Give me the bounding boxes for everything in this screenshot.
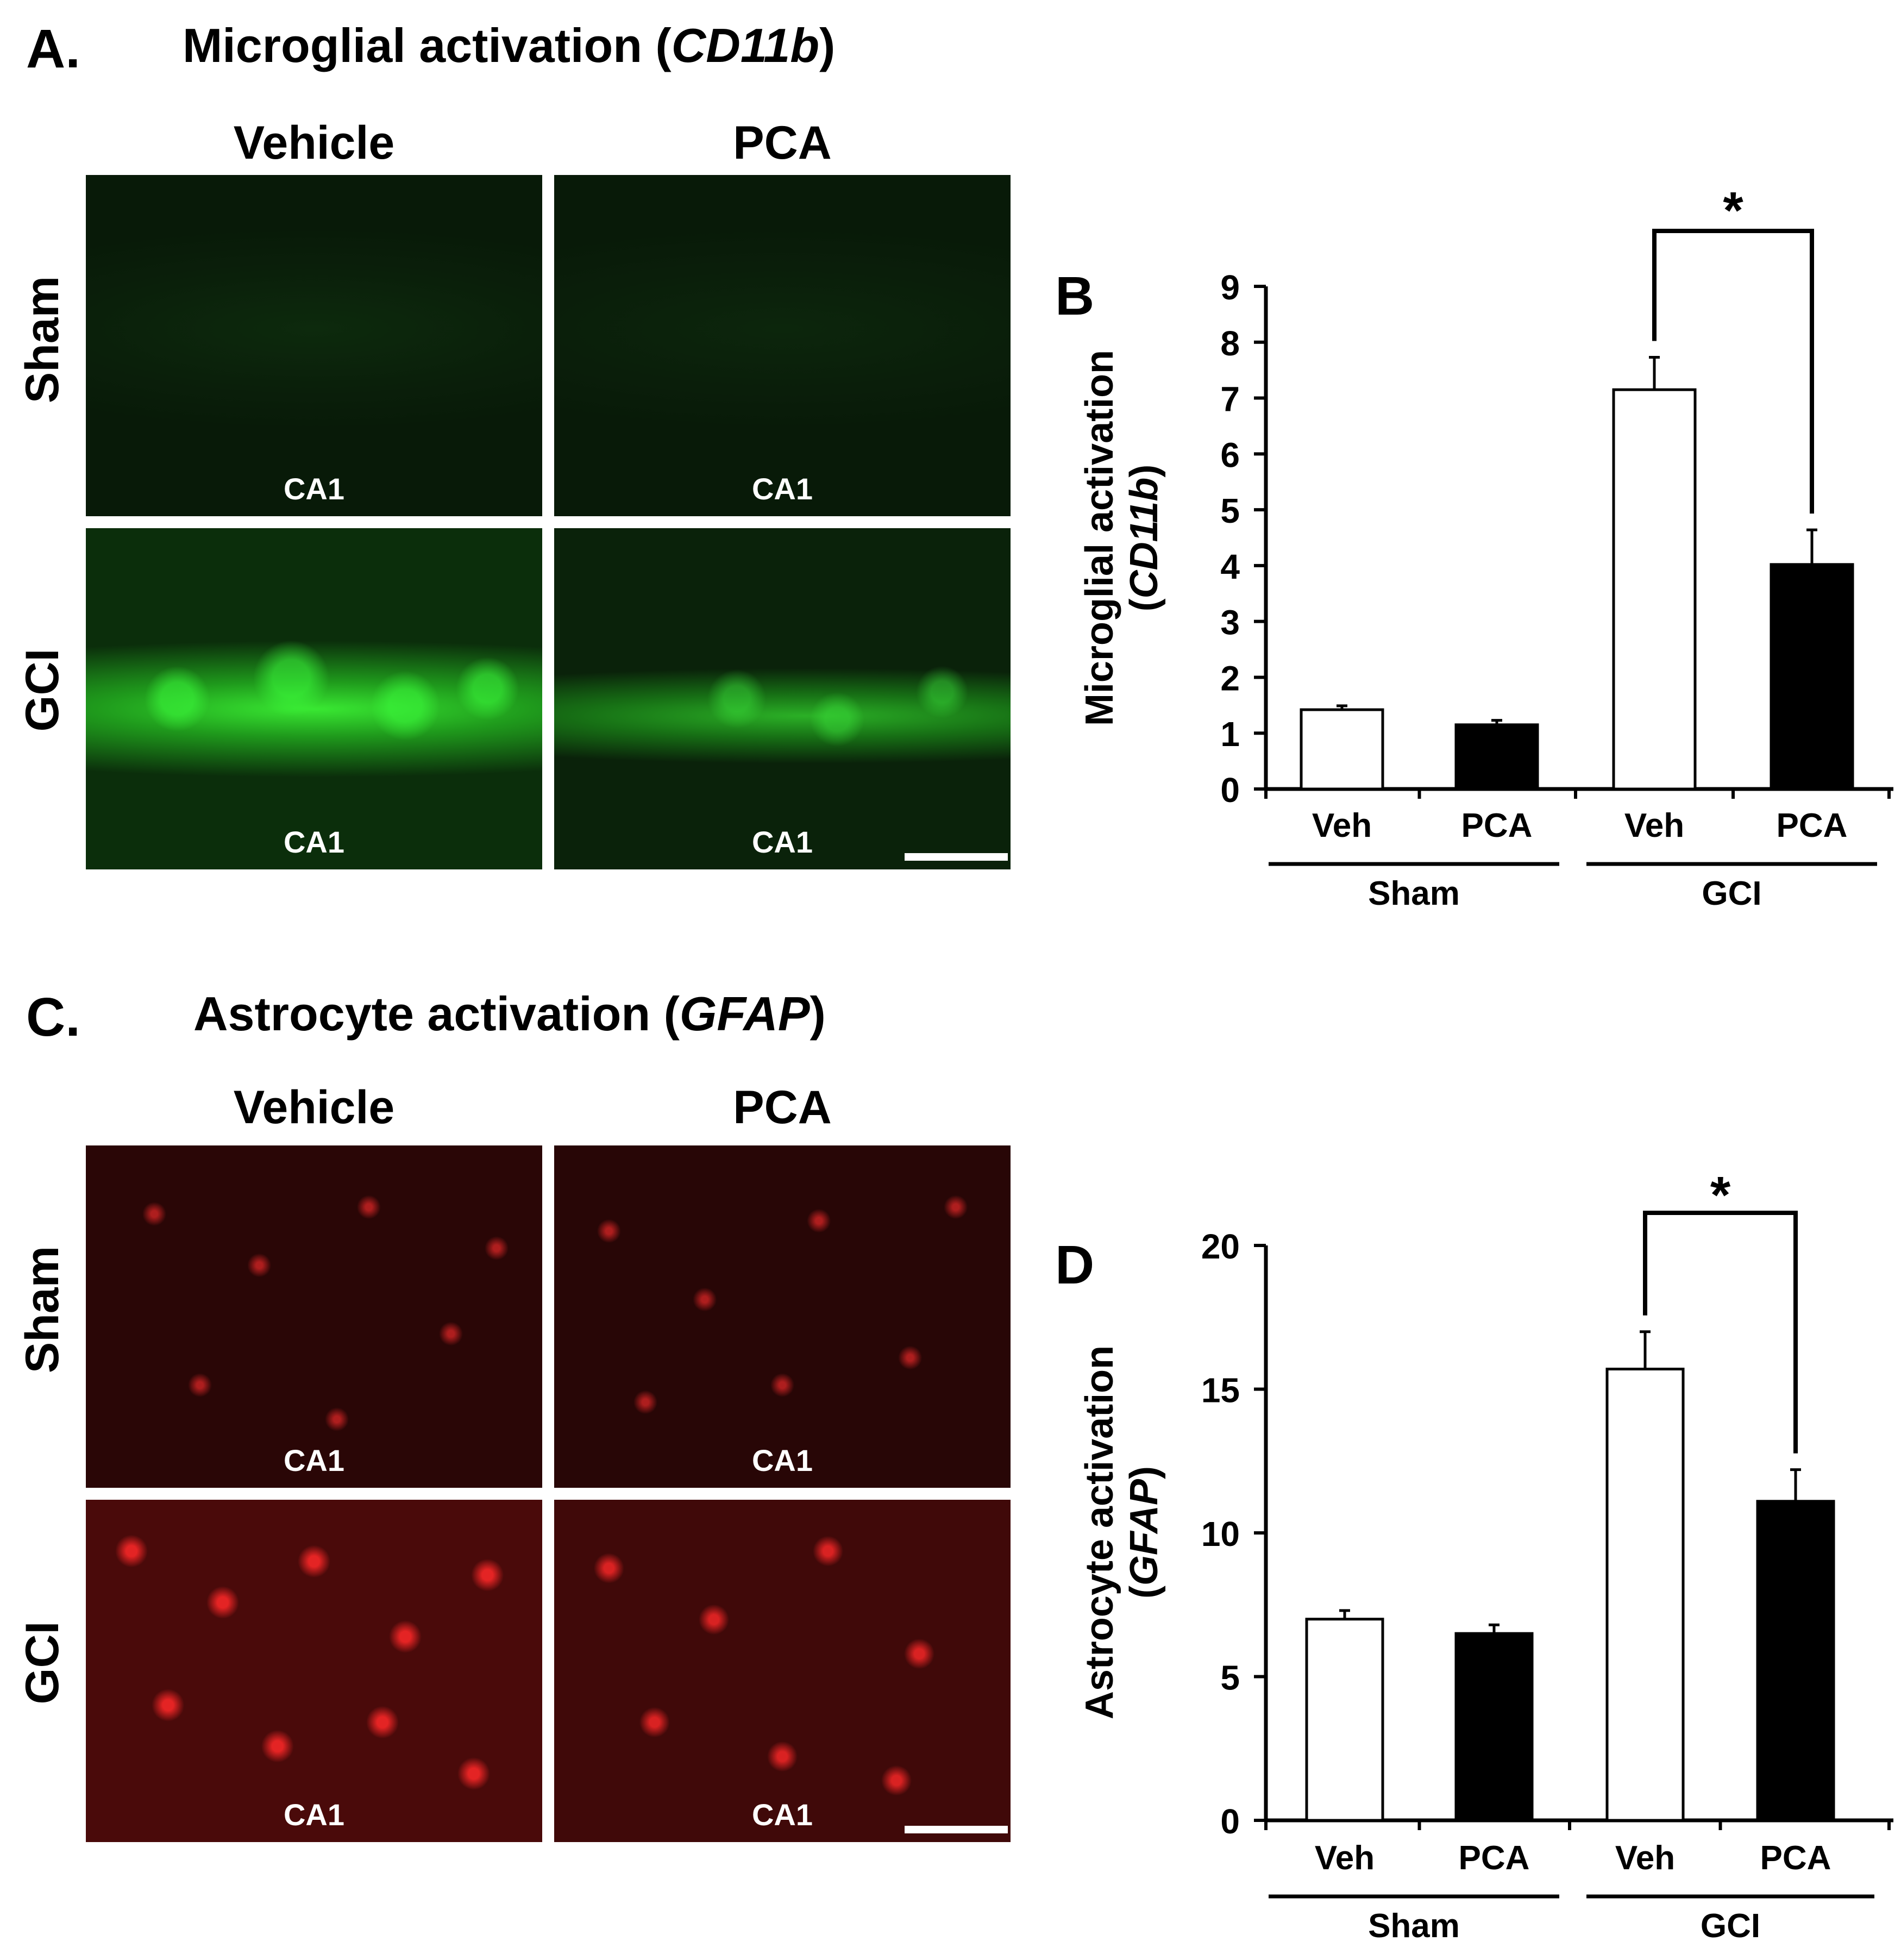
significance-star: * xyxy=(1723,181,1743,240)
y-axis-title-line2: (CD11b) xyxy=(1122,465,1166,612)
y-axis-title: Astrocyte activation(GFAP) xyxy=(1078,1345,1166,1719)
chart-d: 0 5 10 15 20 Veh PCA Veh PCA Sham GCI * Astrocyte ac… xyxy=(1078,1166,1893,1945)
y-tick-label: 8 xyxy=(1220,324,1240,363)
bar xyxy=(1300,708,1384,791)
panel-c-col-pca: PCA xyxy=(733,1081,832,1134)
bar xyxy=(1305,1618,1384,1822)
panel-d-letter: D xyxy=(1055,1235,1095,1295)
y-axis-title: Microglial activation(CD11b) xyxy=(1078,350,1166,726)
y-tick-label: 5 xyxy=(1220,1658,1240,1698)
y-tick-label: 6 xyxy=(1220,435,1240,474)
category-label: Veh xyxy=(1624,807,1684,844)
panel-c-col-vehicle: Vehicle xyxy=(233,1081,395,1134)
y-tick-label: 0 xyxy=(1220,771,1240,810)
micrograph-c-vehicle-gci: CA1 xyxy=(86,1500,542,1842)
y-axis-title-gene: GFAP xyxy=(1122,1479,1166,1586)
category-label: PCA xyxy=(1777,807,1848,844)
panel-c-title-prefix: Astrocyte activation ( xyxy=(193,987,680,1041)
panel-a-title-gene: CD11b xyxy=(671,18,819,72)
micrograph-region-label: CA1 xyxy=(283,825,345,859)
micrograph-a-pca-gci: CA1 xyxy=(554,528,1011,869)
panel-b-letter: B xyxy=(1055,266,1095,327)
micrograph-region-label: CA1 xyxy=(751,825,813,859)
micrograph-c-pca-sham: CA1 xyxy=(554,1145,1011,1488)
panel-a-letter: A. xyxy=(26,18,80,79)
panel-c-title-suffix: ) xyxy=(810,987,826,1041)
bar xyxy=(1612,388,1697,791)
category-label: PCA xyxy=(1459,1839,1530,1877)
y-axis-title-line1: Microglial activation xyxy=(1078,350,1121,726)
y-tick-label: 5 xyxy=(1220,491,1240,530)
significance-star: * xyxy=(1710,1166,1731,1224)
category-label: PCA xyxy=(1461,807,1533,844)
panel-a-col-vehicle: Vehicle xyxy=(233,117,395,169)
scale-bar xyxy=(905,853,1008,861)
panel-a-col-pca: PCA xyxy=(733,117,832,169)
bar xyxy=(1770,563,1854,791)
panel-c-letter: C. xyxy=(26,987,80,1048)
bar xyxy=(1756,1500,1835,1822)
panel-a-title: Microglial activation (CD11b) xyxy=(183,22,835,70)
micrograph-c-pca-gci: CA1 xyxy=(554,1500,1011,1842)
micrograph-a-vehicle-sham: CA1 xyxy=(86,175,542,516)
y-tick-label: 10 xyxy=(1201,1514,1240,1554)
bar xyxy=(1605,1367,1685,1822)
group-label: GCI xyxy=(1701,1907,1760,1945)
panel-a-title-suffix: ) xyxy=(819,18,836,72)
group-label: Sham xyxy=(1368,875,1460,912)
y-axis-title-line2: (GFAP) xyxy=(1122,1466,1166,1599)
panel-a-title-prefix: Microglial activation ( xyxy=(183,18,672,72)
bar xyxy=(1454,723,1539,791)
bar xyxy=(1454,1632,1534,1822)
y-axis-title-paren: ( xyxy=(1122,598,1166,611)
micrograph-region-label: CA1 xyxy=(751,472,813,506)
y-tick-label: 9 xyxy=(1220,268,1240,307)
group-label: GCI xyxy=(1702,875,1761,912)
scale-bar xyxy=(905,1826,1008,1833)
y-tick-label: 7 xyxy=(1220,380,1240,419)
y-axis-title-paren: ) xyxy=(1122,465,1166,478)
y-tick-label: 20 xyxy=(1201,1227,1240,1266)
significance-bracket xyxy=(1652,229,1814,514)
micrograph-a-pca-sham: CA1 xyxy=(554,175,1011,516)
micrograph-region-label: CA1 xyxy=(283,472,345,506)
y-axis-title-paren: ) xyxy=(1122,1466,1166,1479)
y-axis-title-line1: Astrocyte activation xyxy=(1078,1345,1121,1719)
micrograph-a-vehicle-gci: CA1 xyxy=(86,528,542,869)
micrograph-region-label: CA1 xyxy=(751,1443,813,1477)
y-tick-label: 0 xyxy=(1220,1802,1240,1841)
category-label: Veh xyxy=(1312,807,1372,844)
micrograph-region-label: CA1 xyxy=(751,1798,813,1832)
y-tick-label: 4 xyxy=(1220,547,1240,586)
category-label: Veh xyxy=(1315,1839,1375,1877)
panel-c-title: Astrocyte activation (GFAP) xyxy=(193,990,826,1038)
group-label: Sham xyxy=(1368,1907,1460,1945)
y-axis-title-paren: ( xyxy=(1122,1586,1166,1599)
significance-bracket xyxy=(1643,1211,1798,1454)
y-tick-label: 2 xyxy=(1220,659,1240,698)
category-label: PCA xyxy=(1760,1839,1831,1877)
y-axis-title-gene: CD11b xyxy=(1122,478,1166,599)
panel-c-title-gene: GFAP xyxy=(679,987,810,1041)
micrograph-region-label: CA1 xyxy=(283,1798,345,1832)
y-tick-label: 15 xyxy=(1201,1371,1240,1410)
category-label: Veh xyxy=(1615,1839,1675,1877)
micrograph-c-vehicle-sham: CA1 xyxy=(86,1145,542,1488)
y-tick-label: 3 xyxy=(1220,603,1240,642)
y-tick-label: 1 xyxy=(1220,715,1240,754)
micrograph-region-label: CA1 xyxy=(283,1443,345,1477)
